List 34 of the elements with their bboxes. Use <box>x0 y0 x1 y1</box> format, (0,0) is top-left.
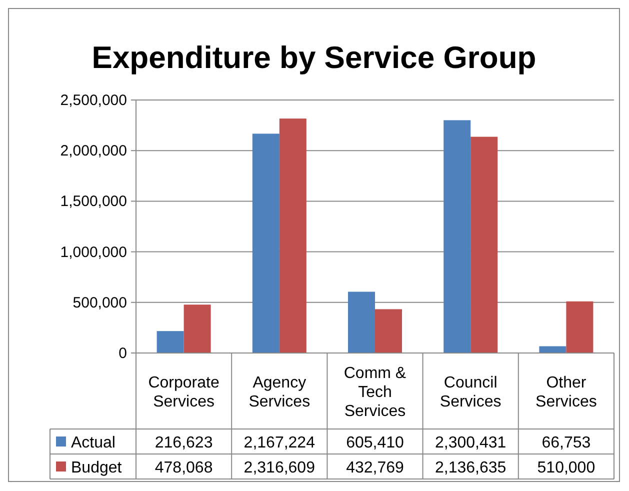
y-tick-label: 500,000 <box>72 294 127 312</box>
bar <box>279 118 306 353</box>
y-tick-label: 0 <box>118 345 127 362</box>
legend-label: Actual <box>71 434 116 452</box>
data-label: 510,000 <box>537 460 596 476</box>
bar <box>470 136 498 353</box>
bar <box>348 292 375 353</box>
data-label: 2,316,609 <box>244 460 316 476</box>
x-tick-label: Comm & Tech Services <box>344 365 406 420</box>
data-label: 605,410 <box>346 434 404 452</box>
bar <box>566 301 594 353</box>
bar <box>252 134 280 353</box>
y-tick-label: 2,000,000 <box>60 142 127 160</box>
chart-title: Expenditure by Service Group <box>92 40 536 75</box>
bar <box>539 346 566 353</box>
data-label: 2,300,431 <box>435 434 506 452</box>
y-tick-label: 2,500,000 <box>60 92 127 109</box>
data-label: 2,167,224 <box>244 434 316 452</box>
bar <box>444 120 471 353</box>
data-label: 478,068 <box>154 460 213 476</box>
data-label: 432,769 <box>346 460 404 476</box>
y-tick-label: 1,500,000 <box>60 193 127 210</box>
data-label: 2,136,635 <box>435 460 506 476</box>
data-label: 66,753 <box>542 434 591 452</box>
x-tick-label: Other Services <box>536 374 597 410</box>
x-tick-label: Corporate Services <box>148 374 220 410</box>
x-tick-label: Agency Services <box>248 374 310 410</box>
bar <box>156 331 184 353</box>
data-label: 216,623 <box>154 434 213 452</box>
bar <box>375 309 402 353</box>
x-tick-label: Council Services <box>440 374 502 410</box>
legend-label: Budget <box>71 460 122 476</box>
y-tick-label: 1,000,000 <box>60 244 127 261</box>
bar <box>184 304 211 353</box>
